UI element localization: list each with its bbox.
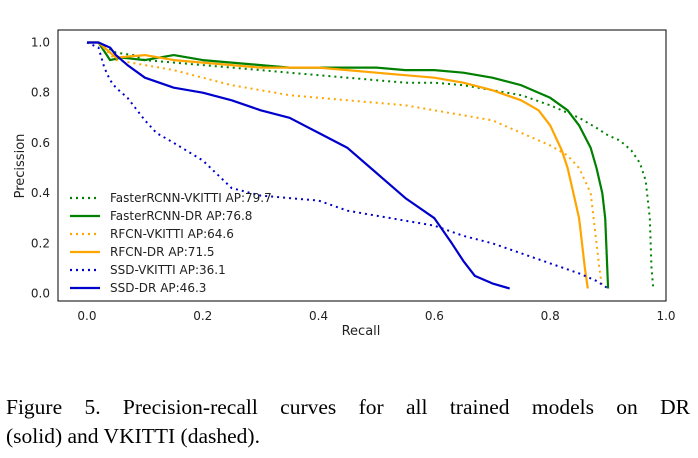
x-axis-label: Recall <box>342 324 381 339</box>
y-tick-label: 0.4 <box>31 186 50 200</box>
series-line-4 <box>87 41 589 289</box>
x-tick-label: 0.0 <box>77 309 96 323</box>
legend-label: FasterRCNN-DR AP:76.8 <box>110 209 252 223</box>
legend-label: RFCN-DR AP:71.5 <box>110 245 215 259</box>
y-tick-label: 0.8 <box>31 86 50 100</box>
figure-caption: Figure 5. Precision-recall curves for al… <box>6 393 690 451</box>
legend-label: SSD-DR AP:46.3 <box>110 281 206 295</box>
y-tick-label: 0.2 <box>31 236 50 250</box>
legend-label: FasterRCNN-VKITTI AP:79.7 <box>110 191 272 205</box>
x-tick-label: 1.0 <box>656 309 675 323</box>
series-line-6 <box>87 41 511 290</box>
series-line-2 <box>87 41 610 289</box>
caption-line-2: (solid) and VKITTI (dashed). <box>6 424 260 448</box>
axis-ticks: 0.0 0.2 0.4 0.6 0.8 1.0 0.0 0.2 0.4 0.6 0.8 1.0 <box>31 36 676 323</box>
y-tick-label: 1.0 <box>31 36 50 50</box>
legend: FasterRCNN-VKITTI AP:79.7 FasterRCNN-DR A… <box>70 191 272 295</box>
x-tick-label: 0.2 <box>193 309 212 323</box>
series-line-5 <box>86 41 609 290</box>
x-tick-label: 0.4 <box>309 309 328 323</box>
plot-area-frame <box>57 29 667 302</box>
y-tick-label: 0.0 <box>31 286 50 300</box>
series-lines <box>86 41 655 290</box>
precision-recall-chart: 0.0 0.2 0.4 0.6 0.8 1.0 0.0 0.2 0.4 0.6 0.8 1.0 Rec… <box>13 29 676 339</box>
y-axis-label: Precission <box>13 134 28 199</box>
legend-label: RFCN-VKITTI AP:64.6 <box>110 227 234 241</box>
legend-label: SSD-VKITTI AP:36.1 <box>110 263 226 277</box>
caption-line-1: Figure 5. Precision-recall curves for al… <box>6 395 690 419</box>
x-tick-label: 0.8 <box>541 309 560 323</box>
y-tick-label: 0.6 <box>31 136 50 150</box>
x-tick-label: 0.6 <box>425 309 444 323</box>
